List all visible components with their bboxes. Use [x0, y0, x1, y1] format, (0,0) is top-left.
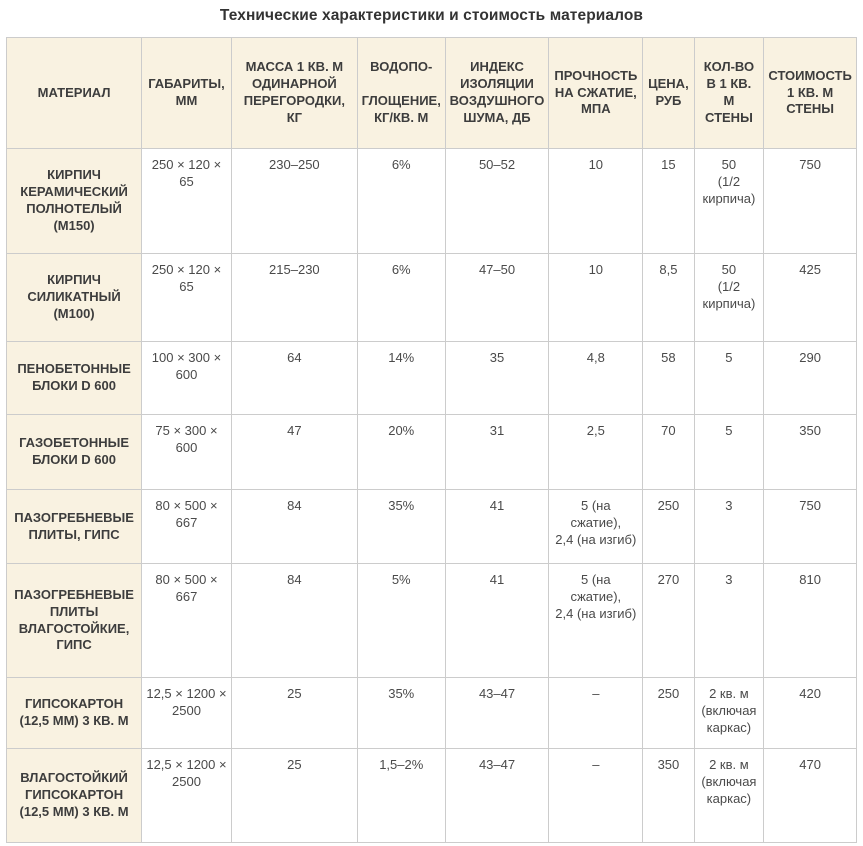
- page-title: Технические характеристики и стоимость м…: [219, 7, 644, 24]
- material-cell: ВЛАГОСТОЙКИЙ ГИПСОКАРТОН (12,5 ММ) 3 КВ.…: [5, 748, 143, 843]
- cell-mass: 25: [230, 677, 358, 749]
- material-cell: КИРПИЧ КЕРАМИЧЕСКИЙ ПОЛНОТЕЛЫЙ (М150): [5, 148, 143, 254]
- column-header-cost: СТОИМОСТЬ 1 КВ. М СТЕНЫ: [763, 37, 857, 149]
- column-header-material: МАТЕРИАЛ: [5, 37, 143, 149]
- cell-qty: 50 (1/2 кирпича): [693, 148, 765, 254]
- cell-water: 6%: [356, 148, 446, 254]
- cell-cost: 420: [763, 677, 857, 749]
- cell-strength: 5 (на сжатие), 2,4 (на изгиб): [548, 563, 644, 678]
- cell-price: 8,5: [642, 253, 695, 342]
- cell-price: 350: [642, 748, 695, 843]
- cell-cost: 350: [763, 414, 857, 490]
- table-body: КИРПИЧ КЕРАМИЧЕСКИЙ ПОЛНОТЕЛЫЙ (М150) 250…: [5, 148, 857, 843]
- cell-mass: 230–250: [230, 148, 358, 254]
- cell-noise: 43–47: [444, 677, 550, 749]
- cell-mass: 84: [230, 563, 358, 678]
- table-row: ПАЗОГРЕБНЕВЫЕ ПЛИТЫ ВЛАГОСТОЙКИЕ, ГИПС 80…: [5, 563, 857, 678]
- cell-mass: 47: [230, 414, 358, 490]
- material-cell: ПЕНОБЕТОННЫЕ БЛОКИ D 600: [5, 341, 143, 415]
- cell-noise: 47–50: [444, 253, 550, 342]
- column-header-dims: ГАБАРИТЫ, ММ: [141, 37, 232, 149]
- cell-water: 6%: [356, 253, 446, 342]
- column-header-noise: ИНДЕКС ИЗОЛЯЦИИ ВОЗДУШНОГО ШУМА, ДБ: [444, 37, 550, 149]
- column-header-price: ЦЕНА, РУБ: [642, 37, 695, 149]
- column-header-water: ВОДОПО- ГЛОЩЕНИЕ, КГ/КВ. М: [356, 37, 446, 149]
- table-row: ПАЗОГРЕБНЕВЫЕ ПЛИТЫ, ГИПС 80 × 500 × 667 8…: [5, 489, 857, 564]
- cell-noise: 41: [444, 489, 550, 564]
- table-row: ВЛАГОСТОЙКИЙ ГИПСОКАРТОН (12,5 ММ) 3 КВ.…: [5, 748, 857, 843]
- cell-cost: 425: [763, 253, 857, 342]
- page: Технические характеристики и стоимость м…: [0, 7, 863, 843]
- cell-noise: 31: [444, 414, 550, 490]
- cell-dims: 250 × 120 × 65: [141, 148, 232, 254]
- material-cell: ГАЗОБЕТОННЫЕ БЛОКИ D 600: [5, 414, 143, 490]
- cell-qty: 5: [693, 414, 765, 490]
- cell-cost: 810: [763, 563, 857, 678]
- cell-qty: 2 кв. м (включая каркас): [693, 748, 765, 843]
- cell-strength: 4,8: [548, 341, 644, 415]
- cell-water: 5%: [356, 563, 446, 678]
- table-row: ГАЗОБЕТОННЫЕ БЛОКИ D 600 75 × 300 × 600 47…: [5, 414, 857, 490]
- table-header: МАТЕРИАЛ ГАБАРИТЫ, ММ МАССА 1 КВ. М ОДИНАР…: [5, 37, 857, 149]
- material-cell: ГИПСОКАРТОН (12,5 ММ) 3 КВ. М: [5, 677, 143, 749]
- cell-strength: 10: [548, 253, 644, 342]
- cell-price: 250: [642, 677, 695, 749]
- cell-cost: 750: [763, 148, 857, 254]
- cell-water: 1,5–2%: [356, 748, 446, 843]
- cell-dims: 12,5 × 1200 × 2500: [141, 748, 232, 843]
- cell-water: 20%: [356, 414, 446, 490]
- header-row: МАТЕРИАЛ ГАБАРИТЫ, ММ МАССА 1 КВ. М ОДИНАР…: [5, 37, 857, 149]
- cell-qty: 5: [693, 341, 765, 415]
- cell-strength: 10: [548, 148, 644, 254]
- cell-qty: 2 кв. м (включая каркас): [693, 677, 765, 749]
- cell-price: 250: [642, 489, 695, 564]
- table-row: КИРПИЧ СИЛИКАТНЫЙ (М100) 250 × 120 × 65 21…: [5, 253, 857, 342]
- cell-dims: 75 × 300 × 600: [141, 414, 232, 490]
- cell-noise: 35: [444, 341, 550, 415]
- cell-mass: 215–230: [230, 253, 358, 342]
- cell-mass: 25: [230, 748, 358, 843]
- cell-mass: 84: [230, 489, 358, 564]
- material-cell: КИРПИЧ СИЛИКАТНЫЙ (М100): [5, 253, 143, 342]
- cell-noise: 41: [444, 563, 550, 678]
- table-row: КИРПИЧ КЕРАМИЧЕСКИЙ ПОЛНОТЕЛЫЙ (М150) 250…: [5, 148, 857, 254]
- cell-strength: –: [548, 748, 644, 843]
- cell-cost: 470: [763, 748, 857, 843]
- cell-price: 70: [642, 414, 695, 490]
- cell-dims: 250 × 120 × 65: [141, 253, 232, 342]
- cell-cost: 290: [763, 341, 857, 415]
- materials-table: МАТЕРИАЛ ГАБАРИТЫ, ММ МАССА 1 КВ. М ОДИНАР…: [5, 37, 857, 843]
- cell-qty: 3: [693, 489, 765, 564]
- cell-noise: 50–52: [444, 148, 550, 254]
- cell-dims: 12,5 × 1200 × 2500: [141, 677, 232, 749]
- cell-water: 35%: [356, 677, 446, 749]
- column-header-mass: МАССА 1 КВ. М ОДИНАРНОЙ ПЕРЕГОРОДКИ, КГ: [230, 37, 358, 149]
- table-row: ГИПСОКАРТОН (12,5 ММ) 3 КВ. М 12,5 × 1200…: [5, 677, 857, 749]
- column-header-qty: КОЛ-ВО В 1 КВ. М СТЕНЫ: [693, 37, 765, 149]
- cell-price: 270: [642, 563, 695, 678]
- cell-mass: 64: [230, 341, 358, 415]
- cell-noise: 43–47: [444, 748, 550, 843]
- cell-dims: 80 × 500 × 667: [141, 489, 232, 564]
- table-row: ПЕНОБЕТОННЫЕ БЛОКИ D 600 100 × 300 × 600 6…: [5, 341, 857, 415]
- cell-water: 35%: [356, 489, 446, 564]
- cell-strength: –: [548, 677, 644, 749]
- cell-cost: 750: [763, 489, 857, 564]
- material-cell: ПАЗОГРЕБНЕВЫЕ ПЛИТЫ ВЛАГОСТОЙКИЕ, ГИПС: [5, 563, 143, 678]
- cell-qty: 3: [693, 563, 765, 678]
- cell-strength: 5 (на сжатие), 2,4 (на изгиб): [548, 489, 644, 564]
- cell-strength: 2,5: [548, 414, 644, 490]
- material-cell: ПАЗОГРЕБНЕВЫЕ ПЛИТЫ, ГИПС: [5, 489, 143, 564]
- column-header-strength: ПРОЧНОСТЬ НА СЖАТИЕ, МПА: [548, 37, 644, 149]
- cell-price: 15: [642, 148, 695, 254]
- cell-price: 58: [642, 341, 695, 415]
- cell-water: 14%: [356, 341, 446, 415]
- cell-dims: 100 × 300 × 600: [141, 341, 232, 415]
- cell-dims: 80 × 500 × 667: [141, 563, 232, 678]
- cell-qty: 50 (1/2 кирпича): [693, 253, 765, 342]
